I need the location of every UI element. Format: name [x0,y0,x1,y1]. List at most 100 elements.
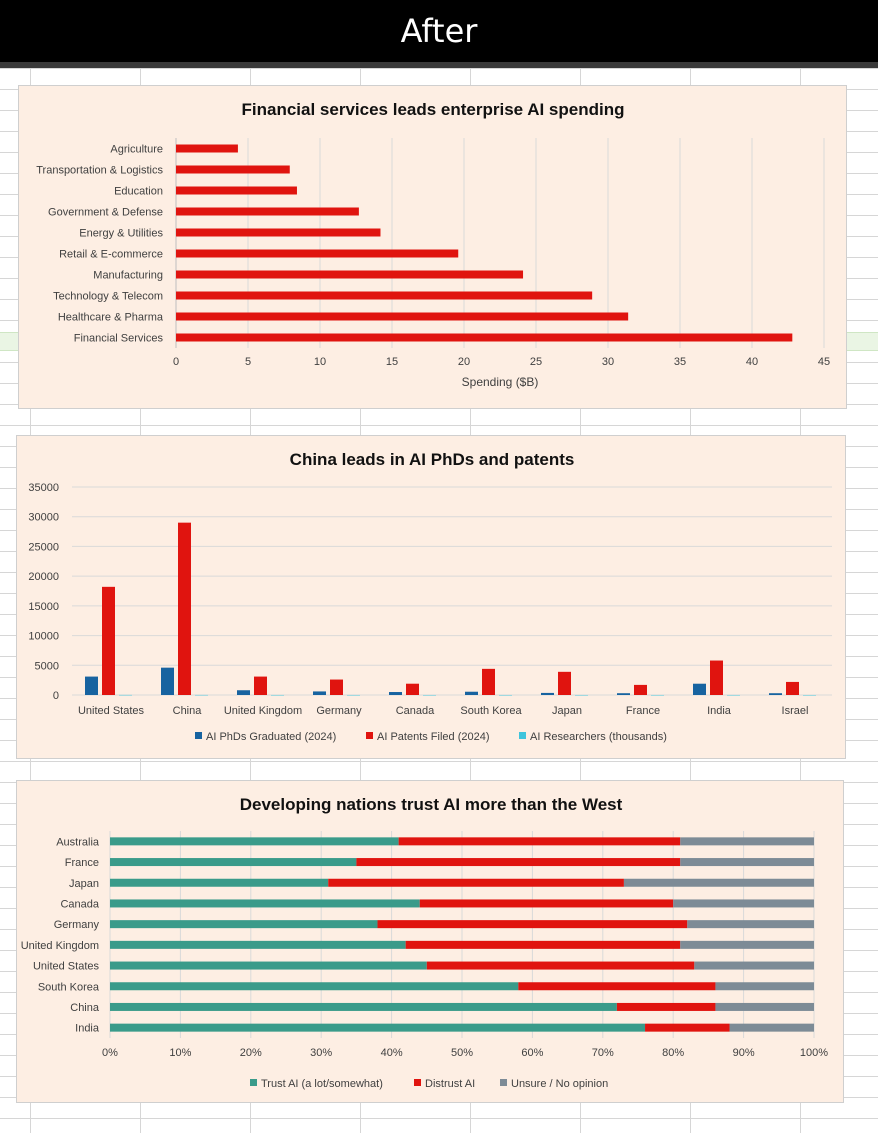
bar [176,270,524,279]
bar-segment [110,961,427,970]
bar [769,693,782,695]
y-tick-label: Australia [56,836,100,848]
bar-segment [110,1023,646,1032]
y-tick-label: Healthcare & Pharma [58,312,164,324]
x-tick-label: 30% [310,1047,332,1059]
bar [634,684,647,695]
bar-segment [110,899,420,908]
y-tick-label: South Korea [38,981,100,993]
x-tick-label: 0% [102,1047,118,1059]
y-tick-label: Canada [60,898,99,910]
x-tick-label: 20 [458,356,470,368]
bar [313,691,326,695]
x-tick-label: Israel [782,705,809,717]
y-tick-label: Manufacturing [93,270,163,282]
header-title: After [400,12,478,50]
y-tick-label: 20000 [28,571,59,583]
bar [803,694,816,696]
bar-segment [398,837,681,846]
legend-label: AI Researchers (thousands) [530,731,667,743]
bar [710,660,723,695]
x-tick-label: 60% [521,1047,543,1059]
x-tick-label: Germany [316,705,362,717]
x-tick-label: United States [78,705,145,717]
bar-segment [110,1002,617,1011]
phd-patents-chart[interactable]: China leads in AI PhDs and patents 0 5000 1… [16,435,846,759]
y-tick-label: Retail & E-commerce [59,249,163,261]
bar [499,694,512,696]
legend-swatch [519,732,526,739]
trust-chart-svg: Developing nations trust AI more than th… [21,795,829,1090]
y-tick-label: Transportation & Logistics [36,165,163,177]
bar [176,144,238,153]
bar-segment [680,837,814,846]
grid-row-line [0,68,878,69]
x-tick-label: 50% [451,1047,473,1059]
x-tick-label: 15 [386,356,398,368]
x-tick-label: 80% [662,1047,684,1059]
legend-label: Distrust AI [425,1078,475,1090]
spending-chart[interactable]: Financial services leads enterprise AI s… [18,85,847,409]
bar-segment [110,920,378,929]
bar [176,291,593,300]
bar [575,694,588,696]
bar-segment [110,878,329,887]
grid-row-line [0,425,878,426]
x-tick-label: 25 [530,356,542,368]
bar [85,676,98,695]
bar-segment [110,858,357,867]
bar-segment [687,920,814,929]
bar [617,693,630,695]
x-tick-label: 35 [674,356,686,368]
grid-row-line [0,1118,878,1119]
bar [423,694,436,696]
legend-swatch [500,1079,507,1086]
bar-segment [715,982,814,991]
bar [406,683,419,695]
bar-segment [673,899,814,908]
bar-segment [616,1002,716,1011]
bar-segment [110,837,399,846]
bar-segment [110,982,519,991]
bar [389,692,402,695]
bar-segment [623,878,814,887]
y-tick-label: Technology & Telecom [53,291,163,303]
spreadsheet-grid[interactable]: Financial services leads enterprise AI s… [0,68,878,1133]
y-tick-label: 5000 [35,660,59,672]
x-axis-title: Spending ($B) [462,375,539,389]
chart-title: Developing nations trust AI more than th… [240,795,623,814]
y-tick-label: 35000 [28,482,59,494]
bar [693,683,706,695]
bar-segment [110,940,406,949]
x-tick-label: 40 [746,356,758,368]
bar [161,667,174,695]
bar [102,586,115,695]
phd-patents-chart-svg: China leads in AI PhDs and patents 0 5000 1… [28,450,832,743]
legend-label: Unsure / No opinion [511,1078,608,1090]
bar [176,228,381,237]
x-tick-label: 10 [314,356,326,368]
legend-swatch [195,732,202,739]
spending-chart-svg: Financial services leads enterprise AI s… [36,100,830,389]
bar [271,694,284,696]
y-tick-label: Energy & Utilities [79,228,163,240]
y-tick-label: 10000 [28,631,59,643]
bar-segment [680,940,814,949]
bar-segment [518,982,716,991]
bar [176,312,629,321]
bar [119,694,132,696]
bar [176,186,297,195]
bar [176,165,290,174]
legend-label: AI PhDs Graduated (2024) [206,731,336,743]
legend-swatch [414,1079,421,1086]
bar [465,691,478,695]
chart-title: China leads in AI PhDs and patents [290,450,575,469]
trust-chart[interactable]: Developing nations trust AI more than th… [16,780,844,1103]
y-tick-label: 25000 [28,541,59,553]
y-tick-label: United Kingdom [21,940,99,952]
bar [178,522,191,695]
x-tick-label: Canada [396,705,435,717]
y-tick-label: Japan [69,878,99,890]
bar [727,694,740,696]
bar [195,694,208,696]
